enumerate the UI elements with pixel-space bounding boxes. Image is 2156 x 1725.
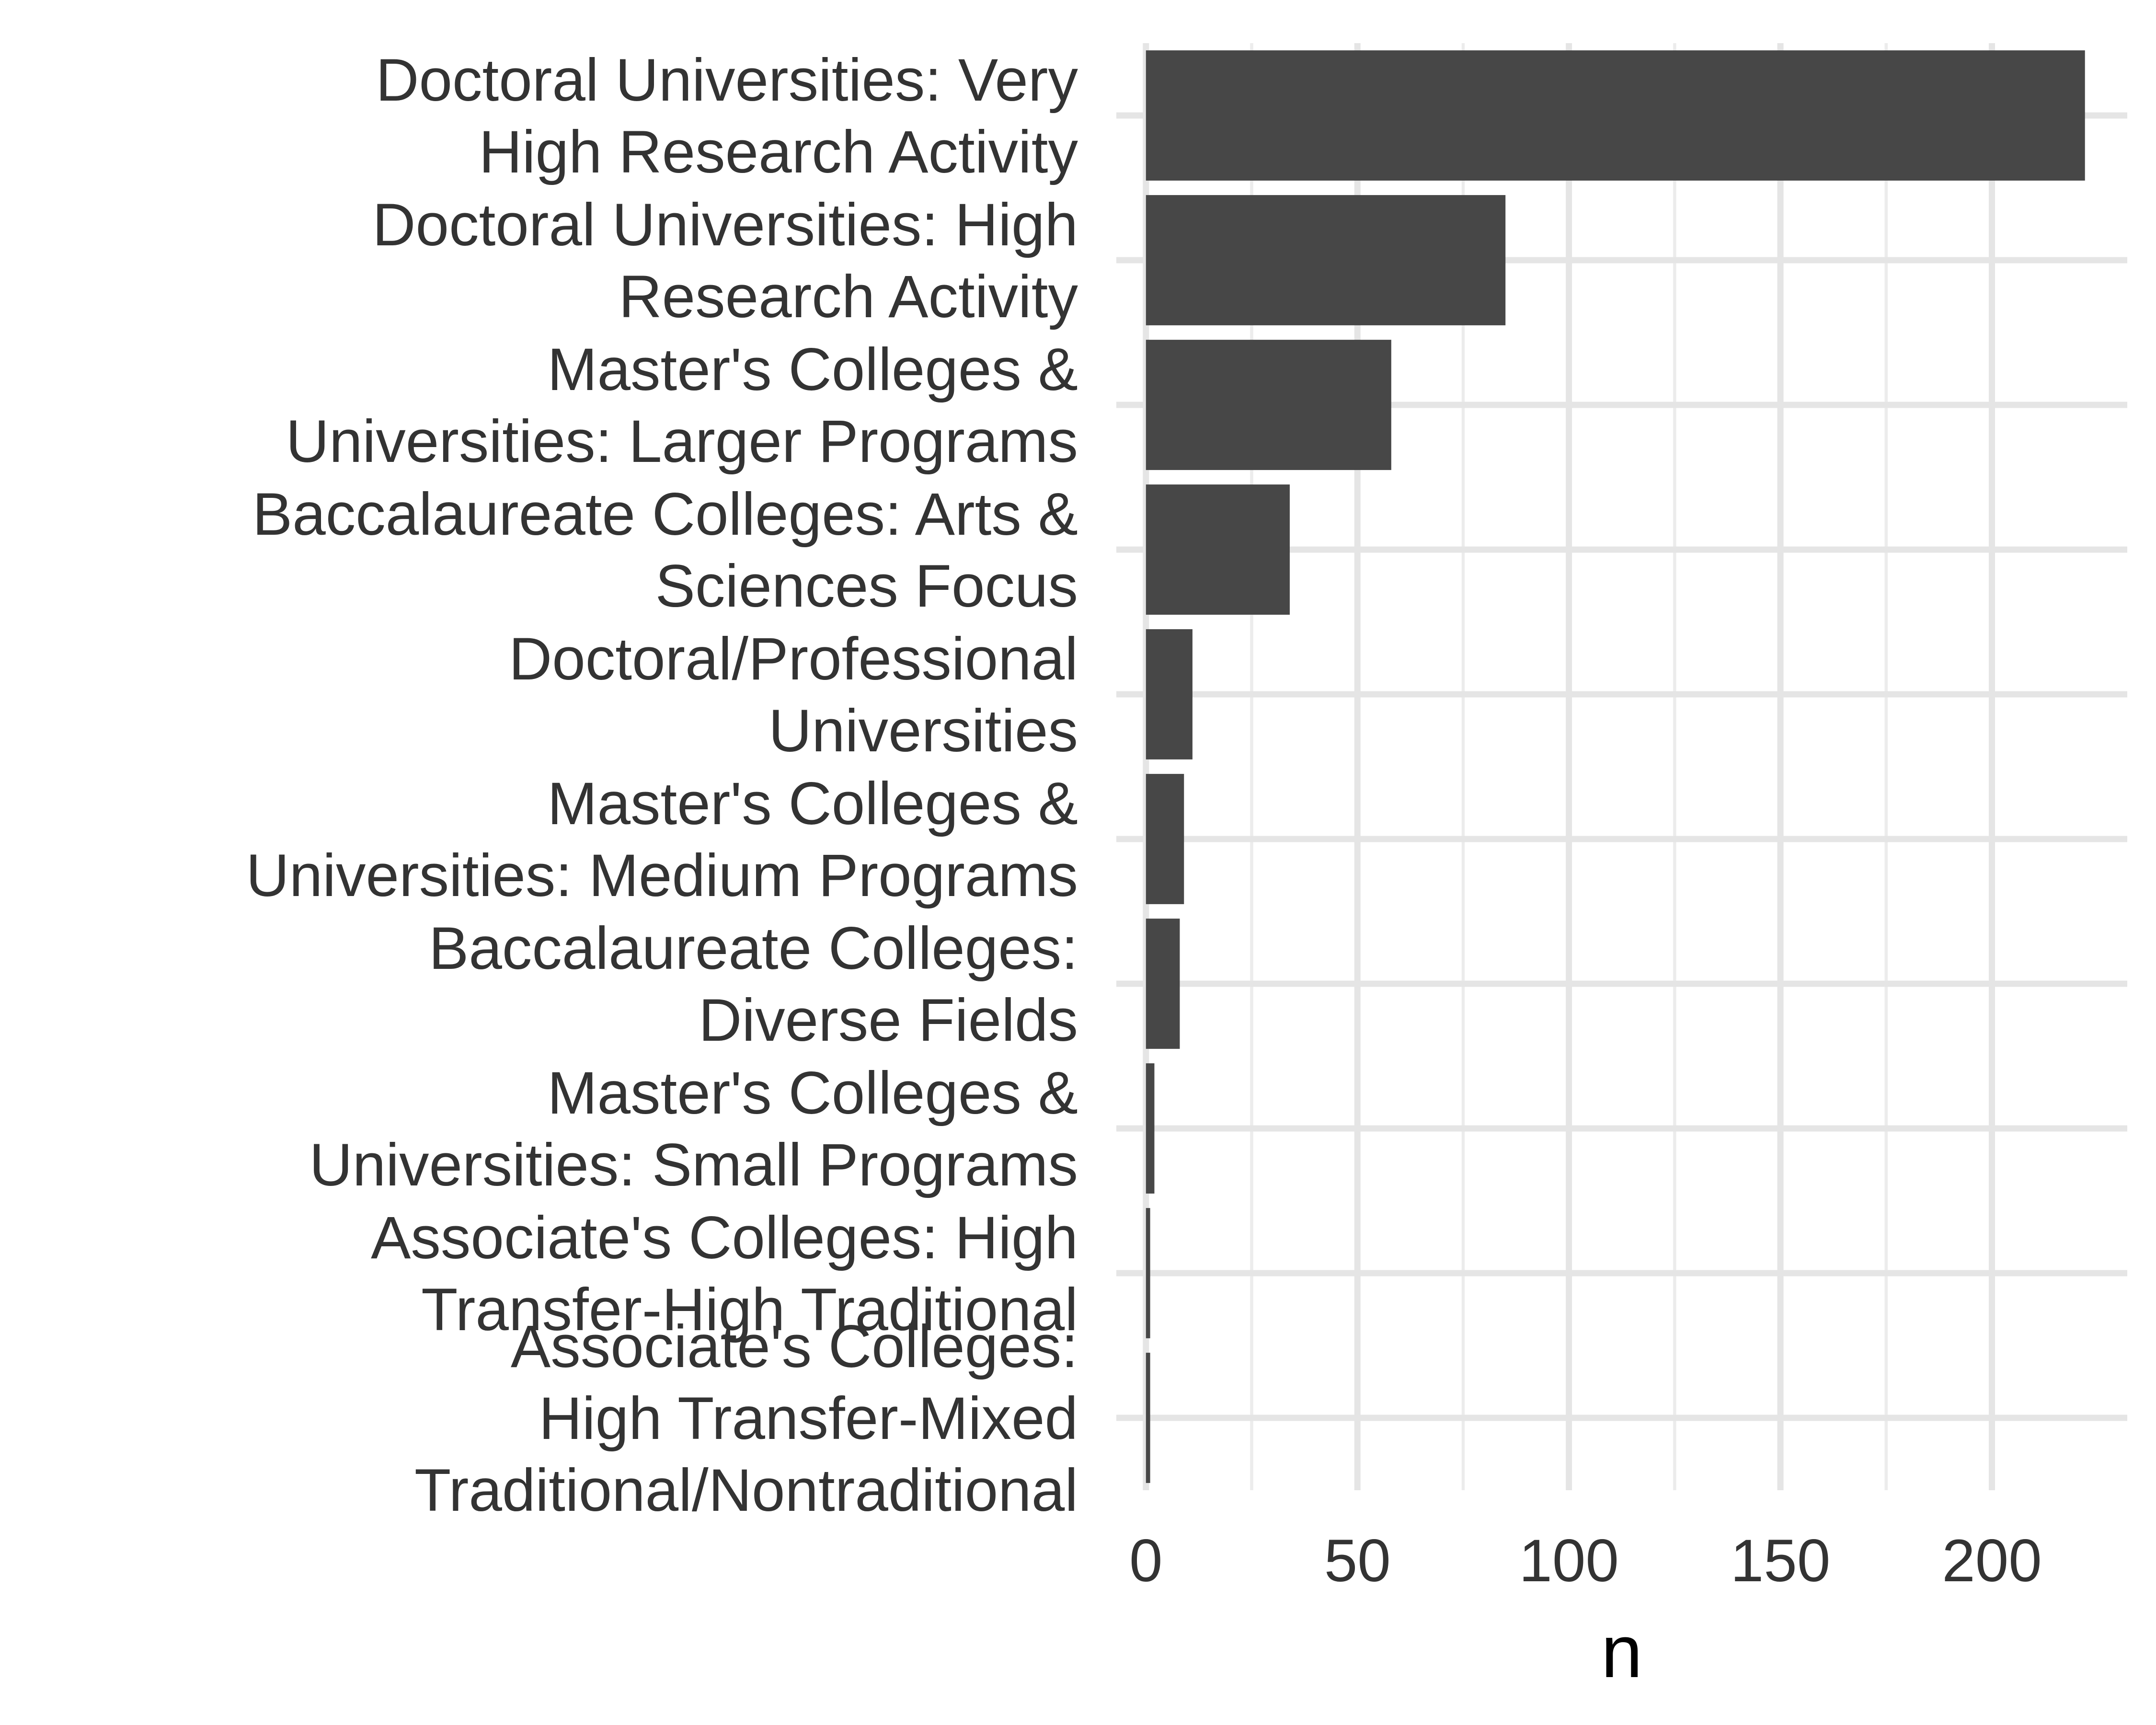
bar	[1146, 484, 1290, 615]
category-label-line: Transfer-High Traditional	[421, 1276, 1078, 1343]
bar	[1146, 774, 1184, 904]
bar	[1146, 1063, 1155, 1194]
category-label-line: Traditional/Nontraditional	[414, 1457, 1078, 1524]
category-label-line: Universities: Small Programs	[309, 1132, 1078, 1198]
category-label-line: Master's Colleges &	[547, 770, 1078, 837]
category-label-line: Universities	[768, 698, 1078, 764]
category-label-line: Doctoral Universities: High	[372, 192, 1078, 258]
category-label: Associate's Colleges: High Transfer-High …	[371, 1205, 1078, 1343]
category-label-line: High Transfer-Mixed	[539, 1385, 1078, 1452]
category-label: Doctoral Universities: Very High Research…	[376, 47, 1078, 185]
category-label-line: Universities: Larger Programs	[286, 408, 1078, 475]
x-tick-label: 50	[1324, 1528, 1391, 1594]
category-label: Associate's Colleges: High Transfer-Mixed…	[414, 1313, 1078, 1524]
category-label: Doctoral/Professional Universities	[509, 626, 1078, 764]
x-tick-label: 0	[1129, 1528, 1163, 1594]
category-label-line: Baccalaureate Colleges:	[429, 915, 1078, 982]
bar	[1146, 629, 1193, 759]
x-tick-label: 200	[1942, 1528, 2042, 1594]
category-label-line: Associate's Colleges: High	[371, 1205, 1078, 1271]
x-axis-title: n	[1601, 1610, 1642, 1693]
bar	[1146, 195, 1506, 325]
category-label-line: Doctoral/Professional	[509, 626, 1078, 692]
category-label: Baccalaureate Colleges: Diverse Fields	[429, 915, 1078, 1054]
bar	[1146, 919, 1180, 1049]
category-label-line: Universities: Medium Programs	[246, 842, 1078, 909]
bars	[1146, 50, 2085, 1483]
category-label: Master's Colleges & Universities: Small P…	[309, 1060, 1078, 1198]
category-label: Master's Colleges & Universities: Larger …	[286, 336, 1078, 475]
bar	[1146, 340, 1391, 470]
category-label-line: Research Activity	[619, 264, 1078, 330]
x-tick-label: 150	[1731, 1528, 1831, 1594]
x-tick-labels: 0 50 100 150 200	[1129, 1528, 2042, 1594]
category-label: Doctoral Universities: High Research Acti…	[372, 192, 1078, 330]
category-label: Baccalaureate Colleges: Arts & Sciences F…	[252, 481, 1078, 620]
x-tick-label: 100	[1519, 1528, 1619, 1594]
category-label-line: Diverse Fields	[699, 987, 1078, 1054]
category-labels: Doctoral Universities: Very High Research…	[246, 47, 1078, 1524]
category-label-line: Baccalaureate Colleges: Arts &	[252, 481, 1078, 548]
bar	[1146, 1353, 1150, 1483]
category-label-line: High Research Activity	[479, 119, 1078, 185]
bar	[1146, 50, 2085, 181]
category-label-line: Master's Colleges &	[547, 1060, 1078, 1127]
category-label: Master's Colleges & Universities: Medium …	[246, 770, 1078, 909]
category-label-line: Associate's Colleges:	[511, 1313, 1078, 1380]
category-label-line: Doctoral Universities: Very	[376, 47, 1078, 114]
category-label-line: Sciences Focus	[655, 553, 1078, 620]
category-label-line: Master's Colleges &	[547, 336, 1078, 403]
bar	[1146, 1208, 1150, 1338]
